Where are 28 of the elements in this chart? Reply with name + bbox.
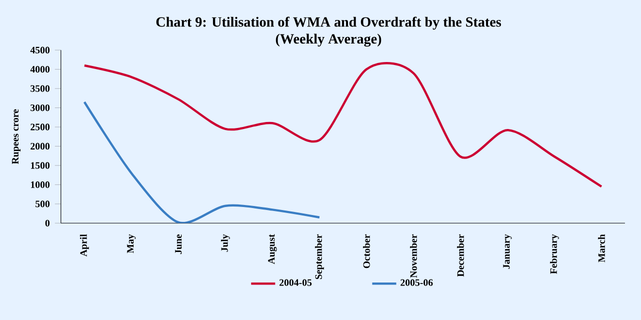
y-tick-label: 0 [45, 220, 50, 226]
x-tick-label: June [175, 234, 182, 254]
y-tick-label: 3500 [30, 85, 50, 92]
y-tick-label: 4000 [30, 66, 50, 73]
y-tick-label: 4500 [30, 46, 50, 54]
x-tick-label: February [550, 234, 559, 274]
y-tick-label: 500 [36, 200, 50, 208]
y-tick-label: 1500 [31, 162, 50, 169]
y-tick-label: 2000 [30, 142, 50, 150]
x-tick-label: December [457, 234, 464, 277]
x-tick-label: May [127, 234, 136, 254]
x-tick-label: August [268, 234, 277, 264]
x-tick-label: July [220, 234, 230, 252]
x-tick-label: March [598, 234, 605, 262]
x-tick-label: April [80, 234, 89, 256]
y-tick-label: 1000 [31, 181, 50, 188]
chart-title: Chart 9: Utilisation of WMA and Overdraft by the States [156, 16, 502, 30]
legend-label: 2005-06 [400, 279, 433, 286]
x-tick-label: November [410, 234, 417, 278]
x-tick-label: September [314, 234, 324, 279]
y-axis-title: Rupees crore [12, 109, 21, 164]
y-tick-label: 3000 [30, 104, 50, 112]
legend-label: 2004-05 [280, 279, 312, 286]
x-tick-label: January [503, 234, 512, 269]
y-tick-label: 2500 [30, 124, 50, 130]
chart-subtitle: (Weekly Average) [276, 34, 382, 47]
line-series [83, 100, 321, 224]
x-tick-label: October [362, 234, 370, 268]
